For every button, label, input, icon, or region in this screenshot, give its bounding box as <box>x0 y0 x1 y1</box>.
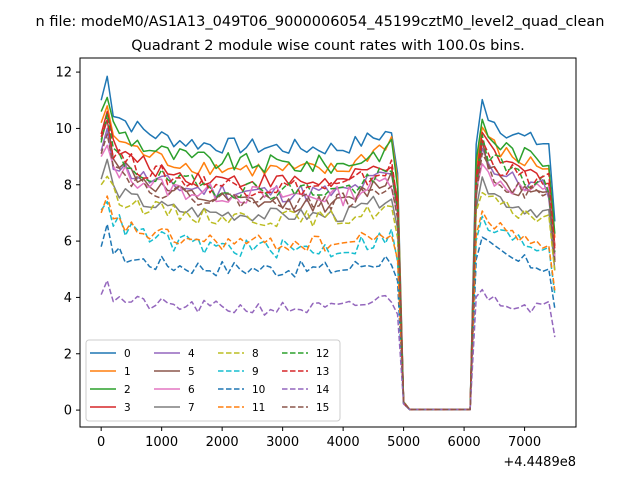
y-tick-label: 6 <box>64 235 72 250</box>
legend-label-12: 12 <box>316 348 329 360</box>
x-tick-label: 2000 <box>206 435 239 450</box>
figure-suptitle: n file: modeM0/AS1A13_049T06_9000006054_… <box>36 14 605 30</box>
legend-label-8: 8 <box>252 348 259 360</box>
axes-frame <box>79 57 577 428</box>
series-line-13 <box>100 119 556 411</box>
x-axis: 0 1000 2000 3000 4000 5000 6000 7000 <box>97 427 541 450</box>
series-line-2 <box>100 96 556 411</box>
x-tick-label: 5000 <box>387 435 420 450</box>
x-tick-label: 0 <box>97 435 105 450</box>
legend-label-9: 9 <box>252 366 259 378</box>
y-tick-label: 10 <box>55 122 72 137</box>
legend-label-15: 15 <box>316 402 329 414</box>
legend-label-14: 14 <box>316 384 330 396</box>
x-tick-label: 6000 <box>448 435 481 450</box>
legend-label-10: 10 <box>252 384 265 396</box>
legend-frame <box>85 339 341 422</box>
plot-title: Quadrant 2 module wise count rates with … <box>131 38 525 54</box>
y-axis: 0 2 4 6 8 10 12 <box>55 66 80 419</box>
series-line-9 <box>100 200 556 411</box>
y-tick-label: 0 <box>64 404 72 419</box>
series-line-3 <box>100 110 556 411</box>
y-tick-label: 4 <box>64 291 72 306</box>
series-line-0 <box>100 75 556 411</box>
legend-label-3: 3 <box>124 402 131 414</box>
plot-area <box>100 75 556 411</box>
legend-label-7: 7 <box>188 402 195 414</box>
y-tick-label: 8 <box>64 178 72 193</box>
y-tick-label: 12 <box>55 66 72 81</box>
series-line-8 <box>100 175 556 411</box>
x-tick-label: 7000 <box>508 435 541 450</box>
series-line-10 <box>100 223 556 411</box>
x-tick-label: 3000 <box>266 435 299 450</box>
legend-label-4: 4 <box>188 348 195 360</box>
legend-label-11: 11 <box>252 402 265 414</box>
legend-label-13: 13 <box>316 366 329 378</box>
x-tick-label: 4000 <box>327 435 360 450</box>
legend-label-2: 2 <box>124 384 131 396</box>
series-line-11 <box>100 195 556 411</box>
legend-label-0: 0 <box>124 348 131 360</box>
series-line-15 <box>100 133 556 411</box>
x-offset-label: +4.4489e8 <box>503 455 576 470</box>
legend-label-1: 1 <box>124 366 131 378</box>
legend-label-5: 5 <box>188 366 195 378</box>
legend-label-6: 6 <box>188 384 195 396</box>
series-line-12 <box>100 113 556 411</box>
x-tick-label: 1000 <box>145 435 178 450</box>
y-tick-label: 2 <box>64 347 72 362</box>
